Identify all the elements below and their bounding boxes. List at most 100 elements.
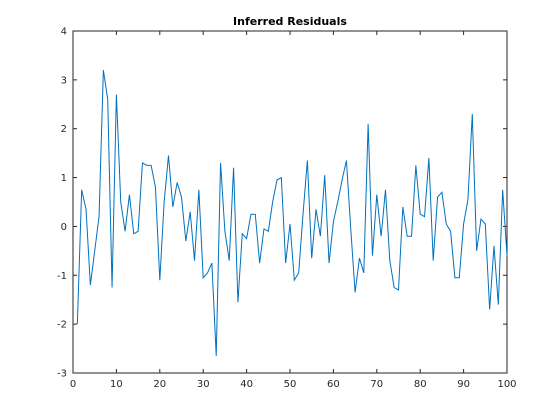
x-tick-label: 40 — [240, 379, 253, 390]
data-point — [341, 179, 342, 180]
data-point — [424, 216, 425, 217]
x-tick-label: 30 — [197, 379, 210, 390]
x-tick-label: 50 — [284, 379, 297, 390]
data-point — [489, 309, 490, 310]
data-point — [142, 162, 143, 163]
data-point — [350, 228, 351, 229]
data-point — [502, 189, 503, 190]
data-point — [446, 223, 447, 224]
data-point — [181, 197, 182, 198]
data-point — [190, 211, 191, 212]
data-point — [146, 165, 147, 166]
x-tick-label: 10 — [110, 379, 123, 390]
data-point — [111, 287, 112, 288]
data-point — [224, 231, 225, 232]
data-point — [368, 123, 369, 124]
data-point — [385, 189, 386, 190]
data-point — [281, 177, 282, 178]
data-point — [324, 175, 325, 176]
y-tick-label: 0 — [61, 222, 67, 233]
data-point — [381, 236, 382, 237]
y-tick-label: -2 — [57, 320, 67, 331]
data-point — [177, 182, 178, 183]
data-point — [229, 260, 230, 261]
data-point — [90, 284, 91, 285]
data-point — [133, 233, 134, 234]
x-tick-label: 100 — [497, 379, 516, 390]
data-point — [472, 113, 473, 114]
data-point — [107, 99, 108, 100]
data-point — [411, 236, 412, 237]
data-point — [450, 231, 451, 232]
data-point — [237, 302, 238, 303]
data-point — [437, 197, 438, 198]
data-point — [116, 94, 117, 95]
data-point — [168, 155, 169, 156]
data-point — [328, 262, 329, 263]
axes-box — [72, 30, 508, 374]
data-point — [454, 277, 455, 278]
data-point — [298, 272, 299, 273]
data-point — [402, 206, 403, 207]
data-point — [346, 160, 347, 161]
data-point — [433, 260, 434, 261]
data-point — [198, 189, 199, 190]
data-point — [207, 272, 208, 273]
data-point — [194, 260, 195, 261]
x-tick-label: 60 — [327, 379, 340, 390]
data-point — [311, 258, 312, 259]
plot-area: 0 10 20 30 40 50 60 70 80 90 100 -3 -2 -1 0 1 2 3 4 — [57, 27, 517, 391]
chart-title: Inferred Residuals — [233, 15, 347, 28]
data-point — [172, 206, 173, 207]
data-point — [124, 231, 125, 232]
data-point — [398, 289, 399, 290]
data-point — [263, 228, 264, 229]
data-point — [289, 223, 290, 224]
data-point — [203, 277, 204, 278]
data-point — [407, 236, 408, 237]
y-tick-label: -1 — [57, 271, 67, 282]
data-point — [151, 165, 152, 166]
data-point — [120, 201, 121, 202]
data-point — [420, 214, 421, 215]
data-point — [307, 160, 308, 161]
data-point — [394, 287, 395, 288]
data-point — [164, 201, 165, 202]
data-point — [129, 194, 130, 195]
data-point — [159, 280, 160, 281]
data-point — [259, 262, 260, 263]
data-point — [85, 209, 86, 210]
y-tick-label: -3 — [57, 369, 67, 380]
data-point — [415, 165, 416, 166]
data-point — [337, 201, 338, 202]
data-point — [77, 324, 78, 325]
data-point — [485, 223, 486, 224]
data-point — [268, 231, 269, 232]
data-point — [493, 245, 494, 246]
data-point — [355, 292, 356, 293]
data-point — [498, 304, 499, 305]
data-point — [476, 250, 477, 251]
data-point — [359, 258, 360, 259]
data-point — [480, 219, 481, 220]
data-point — [255, 214, 256, 215]
y-tick-label: 2 — [61, 124, 67, 135]
data-point — [389, 260, 390, 261]
data-point — [333, 221, 334, 222]
data-point — [233, 167, 234, 168]
y-tick-label: 3 — [61, 75, 67, 86]
y-tick-label: 4 — [61, 27, 67, 38]
data-point — [220, 162, 221, 163]
x-tick-label: 80 — [414, 379, 427, 390]
data-point — [211, 262, 212, 263]
data-point — [376, 194, 377, 195]
data-point — [246, 238, 247, 239]
y-tick-label: 1 — [61, 173, 67, 184]
data-point — [185, 240, 186, 241]
data-point — [315, 209, 316, 210]
data-point — [294, 280, 295, 281]
x-tick-label: 0 — [70, 379, 76, 390]
x-tick-label: 90 — [457, 379, 470, 390]
data-point — [372, 255, 373, 256]
